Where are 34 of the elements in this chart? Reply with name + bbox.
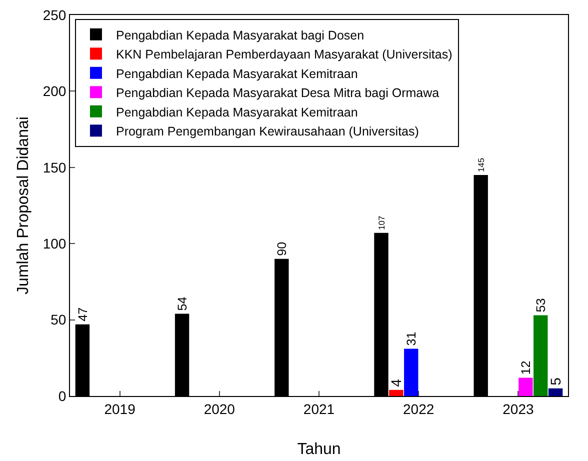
- bar: [548, 388, 563, 396]
- y-tick-label: 100: [42, 236, 66, 252]
- data-label: 5: [548, 377, 564, 386]
- bar: [404, 348, 418, 396]
- x-tick-label: 2023: [502, 400, 534, 417]
- legend-label: Pengabdian Kepada Masyarakat Kemitraan: [116, 66, 358, 81]
- legend-label: Pengabdian Kepada Masyarakat bagi Dosen: [116, 28, 364, 42]
- y-tick-label: 0: [58, 388, 66, 404]
- y-tick-label: 250: [42, 6, 66, 23]
- data-label: 107: [376, 216, 386, 230]
- data-label: 53: [534, 298, 548, 312]
- bar: [534, 315, 548, 396]
- legend-label: Pengabdian Kepada Masyarakat Kemitraan: [116, 105, 358, 120]
- y-tick-label: 150: [42, 159, 66, 176]
- y-axis-title: Jumlah Proposal Didanai: [15, 116, 32, 294]
- y-tick-label: 50: [50, 312, 66, 328]
- data-label: 54: [176, 296, 190, 311]
- data-label: 90: [275, 242, 290, 256]
- data-label: 47: [76, 307, 90, 322]
- legend-label: KKN Pembelajaran Pemberdayaan Masyarakat (Universitas): [116, 48, 452, 62]
- y-tick-label: 200: [42, 83, 66, 100]
- legend-label: Program Pengembangan Kewirausahaan (Universitas): [116, 124, 419, 139]
- x-tick-label: 2019: [104, 400, 136, 417]
- x-tick-label: 2020: [204, 400, 236, 417]
- x-tick-label: 2022: [403, 400, 434, 417]
- bar: [518, 378, 533, 396]
- x-tick-label: 2021: [303, 400, 335, 417]
- x-axis-title: Tahun: [297, 441, 341, 458]
- data-label: 31: [404, 332, 419, 346]
- data-label: 145: [476, 158, 486, 172]
- data-label: 12: [519, 360, 534, 375]
- bar: [389, 390, 404, 396]
- data-label: 4: [388, 378, 404, 387]
- legend-label: Pengabdian Kepada Masyarakat Desa Mitra bagi Ormawa: [116, 86, 440, 100]
